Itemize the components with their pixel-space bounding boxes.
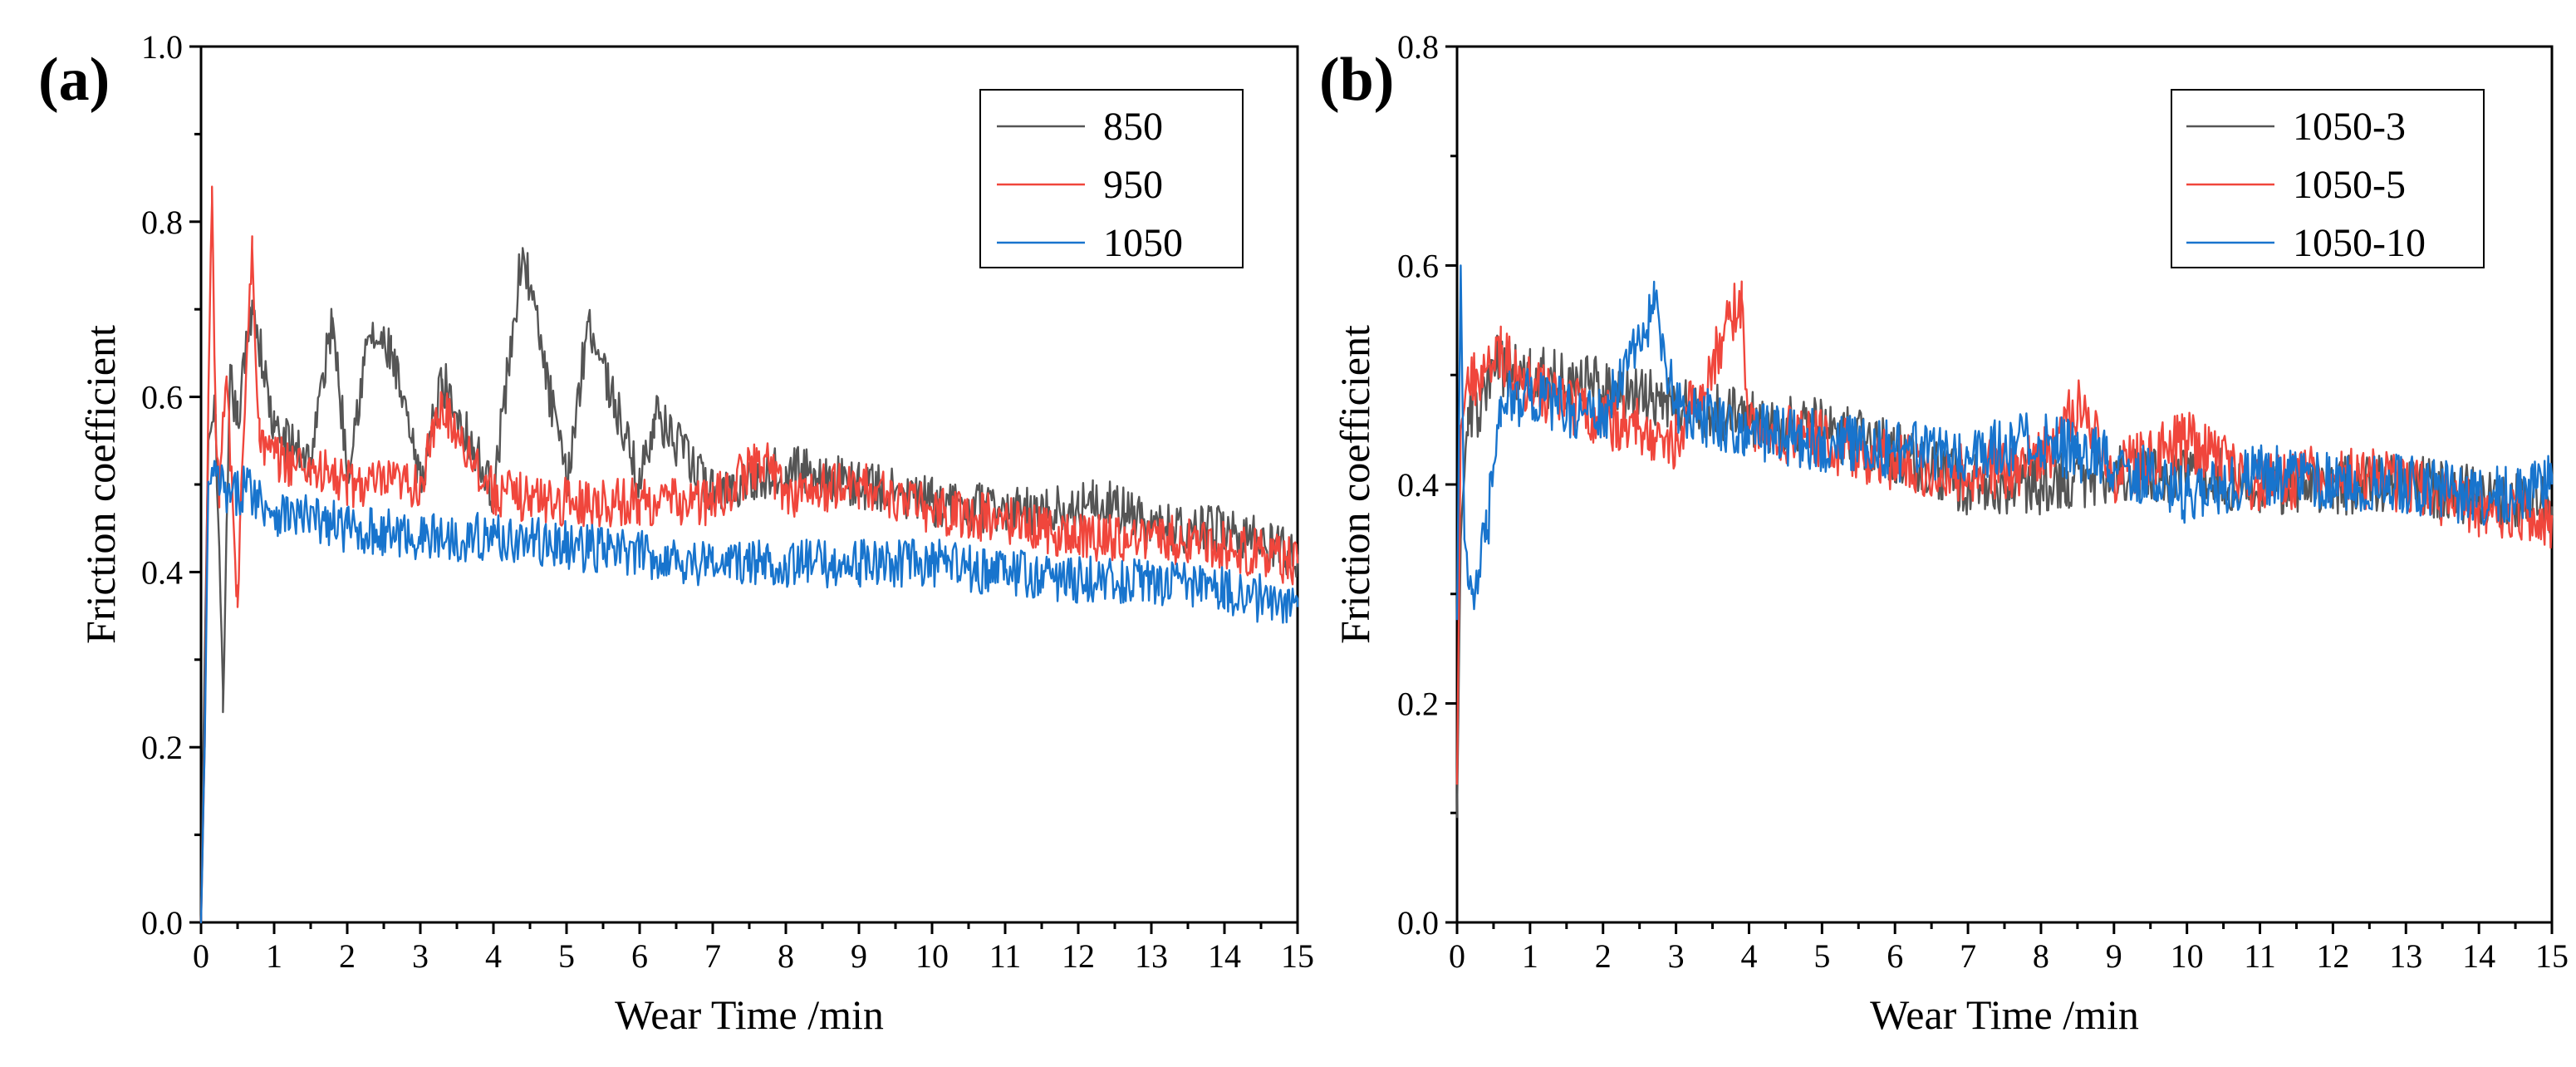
x-tick-label: 9 xyxy=(2106,937,2122,975)
x-tick-label: 14 xyxy=(1208,937,1241,975)
x-tick-label: 6 xyxy=(1887,937,1903,975)
legend-b: 1050-3 1050-5 1050-10 xyxy=(2171,89,2485,268)
legend-label-1050-5: 1050-5 xyxy=(2293,163,2406,207)
series-line-1050-3 xyxy=(1455,334,2554,819)
x-tick-label: 11 xyxy=(989,937,1022,975)
series-line-1050-5 xyxy=(1455,280,2554,785)
x-tick-label: 12 xyxy=(2316,937,2349,975)
x-tick-label: 3 xyxy=(412,937,429,975)
x-tick-label: 15 xyxy=(2535,937,2569,975)
legend-box-a xyxy=(979,89,1244,268)
y-tick-label: 0.0 xyxy=(1397,904,1439,942)
x-tick-label: 1 xyxy=(1522,937,1538,975)
x-tick-label: 5 xyxy=(1813,937,1830,975)
x-axis-title-a: Wear Time /min xyxy=(615,991,884,1038)
x-tick-label: 4 xyxy=(1740,937,1757,975)
x-tick-label: 10 xyxy=(915,937,949,975)
y-tick-label: 0.0 xyxy=(141,904,183,942)
legend-box-b xyxy=(2171,89,2485,268)
legend-label-950: 950 xyxy=(1103,163,1163,207)
x-tick-label: 8 xyxy=(778,937,794,975)
y-tick-label: 0.2 xyxy=(141,729,183,766)
y-tick-label: 0.2 xyxy=(1397,686,1439,723)
x-tick-label: 1 xyxy=(266,937,282,975)
x-tick-label: 14 xyxy=(2462,937,2495,975)
legend-label-1050-3: 1050-3 xyxy=(2293,105,2406,149)
x-tick-label: 13 xyxy=(1135,937,1168,975)
legend-label-1050-10: 1050-10 xyxy=(2293,221,2426,265)
x-tick-label: 9 xyxy=(851,937,867,975)
x-tick-label: 15 xyxy=(1281,937,1314,975)
panel-a: (a) Wear Time /min Friction coefficient … xyxy=(38,28,1314,1038)
legend-label-1050: 1050 xyxy=(1103,221,1183,265)
y-tick-label: 0.6 xyxy=(141,379,183,416)
y-axis-title-b: Friction coefficient xyxy=(1332,325,1378,644)
series-line-850 xyxy=(199,247,1299,924)
y-tick-label: 0.4 xyxy=(141,553,183,591)
series-line-1050 xyxy=(199,460,1299,924)
panel-label-a: (a) xyxy=(38,46,110,114)
series-lines-b xyxy=(1455,264,2554,819)
y-tick-label: 1.0 xyxy=(141,28,183,66)
y-axis-title-a: Friction coefficient xyxy=(77,325,124,644)
series-line-1050-10 xyxy=(1455,264,2554,621)
x-tick-label: 2 xyxy=(339,937,356,975)
x-tick-label: 4 xyxy=(485,937,502,975)
x-tick-label: 7 xyxy=(1960,937,1976,975)
y-tick-label: 0.8 xyxy=(1397,28,1439,66)
legend-label-850: 850 xyxy=(1103,105,1163,149)
x-tick-label: 7 xyxy=(704,937,721,975)
series-line-950 xyxy=(199,185,1299,924)
ticks-b: 0 1 2 3 4 5 6 7 8 9 10 11 12 13 14 150.00.20.40.60.8 xyxy=(1397,28,2569,975)
x-tick-label: 8 xyxy=(2033,937,2049,975)
x-tick-label: 11 xyxy=(2244,937,2276,975)
x-tick-label: 5 xyxy=(558,937,575,975)
x-tick-label: 3 xyxy=(1668,937,1685,975)
y-tick-label: 0.8 xyxy=(141,204,183,241)
x-tick-label: 13 xyxy=(2389,937,2422,975)
panel-b: (b) Wear Time /min Friction coefficient … xyxy=(1319,28,2569,1038)
x-tick-label: 0 xyxy=(1449,937,1465,975)
x-axis-title-b: Wear Time /min xyxy=(1870,991,2139,1038)
legend-a: 850 950 1050 xyxy=(979,89,1244,268)
ticks-a: 0 1 2 3 4 5 6 7 8 9 10 11 12 13 14 150.00.20.40.60.81.0 xyxy=(141,28,1314,975)
x-tick-label: 10 xyxy=(2171,937,2204,975)
y-tick-label: 0.6 xyxy=(1397,248,1439,285)
x-tick-label: 6 xyxy=(631,937,648,975)
y-tick-label: 0.4 xyxy=(1397,466,1439,504)
panel-label-b: (b) xyxy=(1319,46,1394,114)
x-tick-label: 2 xyxy=(1595,937,1612,975)
x-tick-label: 0 xyxy=(193,937,209,975)
x-tick-label: 12 xyxy=(1062,937,1095,975)
series-lines-a xyxy=(199,185,1299,924)
